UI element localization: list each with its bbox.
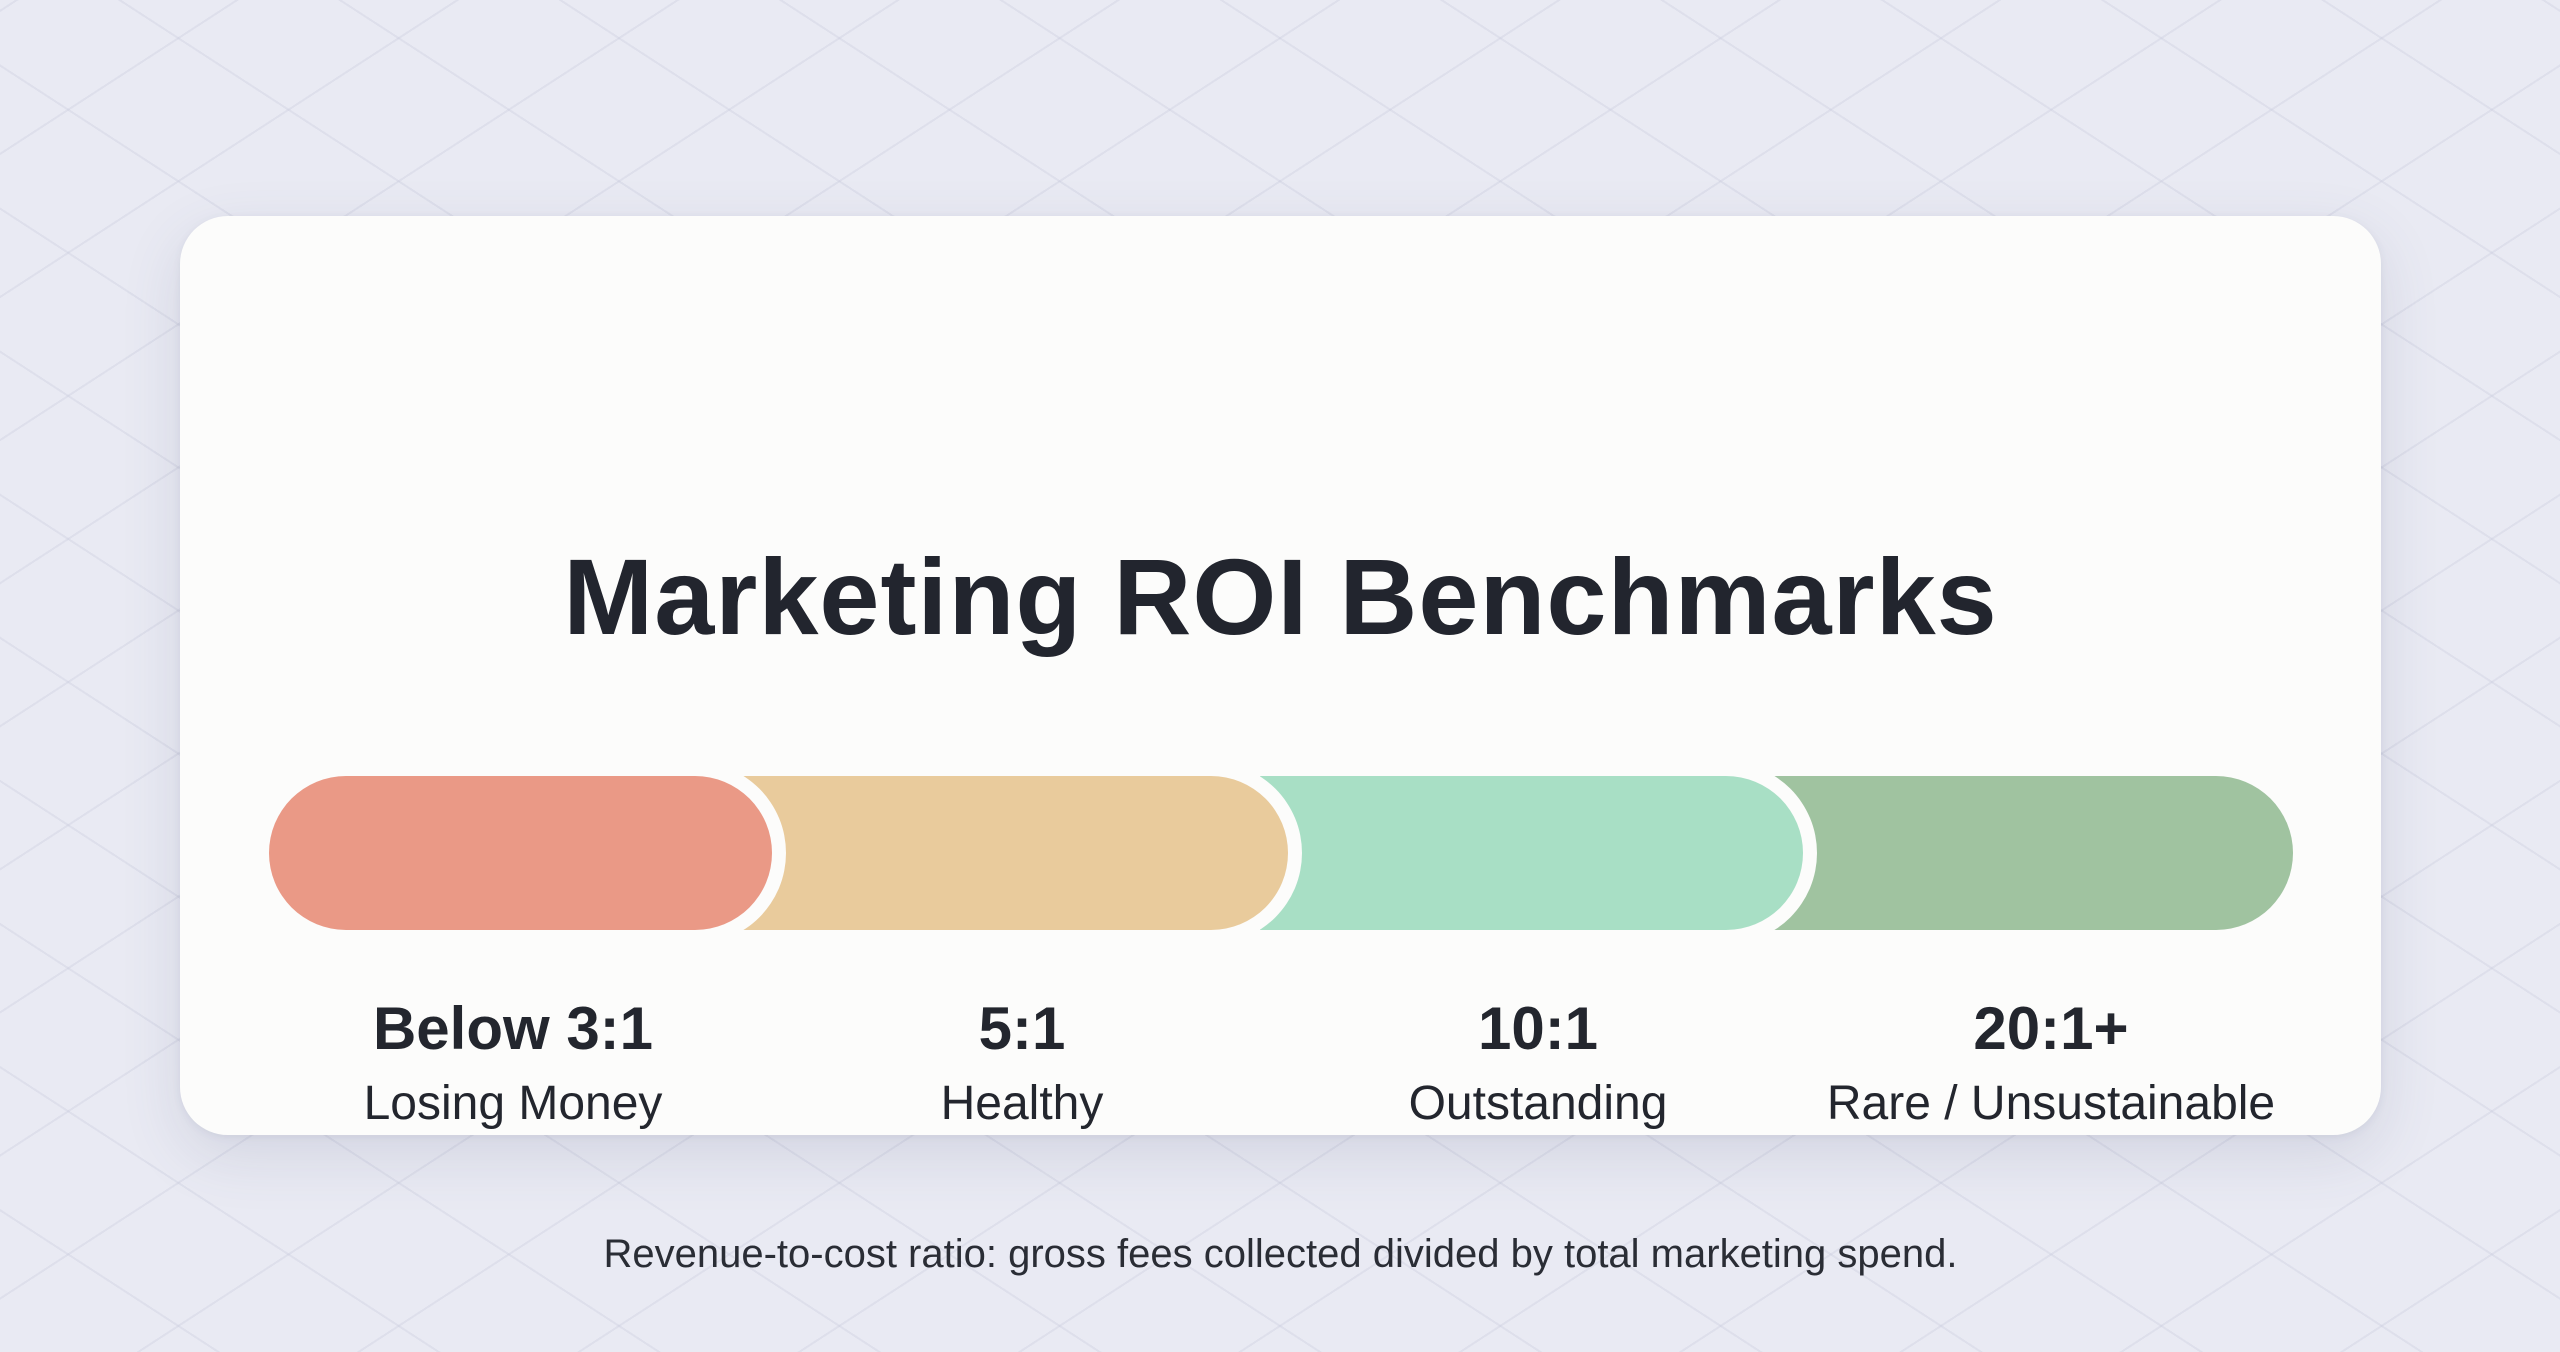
- segment-bar-outstanding: [1260, 776, 1803, 930]
- segment-bar-losing-money: [269, 776, 772, 930]
- description-text: Healthy: [940, 1077, 1104, 1130]
- description-text: Losing Money: [363, 1077, 663, 1130]
- benchmark-card: Marketing ROI Benchmarks Below 3:1 Losin…: [180, 216, 2381, 1276]
- segment-bar-rare: [1770, 776, 2293, 930]
- description-text: Rare / Unsustainable: [1826, 1077, 2276, 1130]
- ratio-text: 10:1: [1477, 995, 1599, 1062]
- ratio-text: 5:1: [978, 995, 1066, 1062]
- ratio-text: Below 3:1: [372, 995, 654, 1062]
- footnote: Revenue-to-cost ratio: gross fees collec…: [603, 1232, 1958, 1276]
- ratio-text: 20:1+: [1973, 995, 2129, 1062]
- description-text: Outstanding: [1408, 1077, 1668, 1130]
- page-title: Marketing ROI Benchmarks: [563, 536, 1998, 657]
- segment-bar-healthy: [740, 776, 1288, 930]
